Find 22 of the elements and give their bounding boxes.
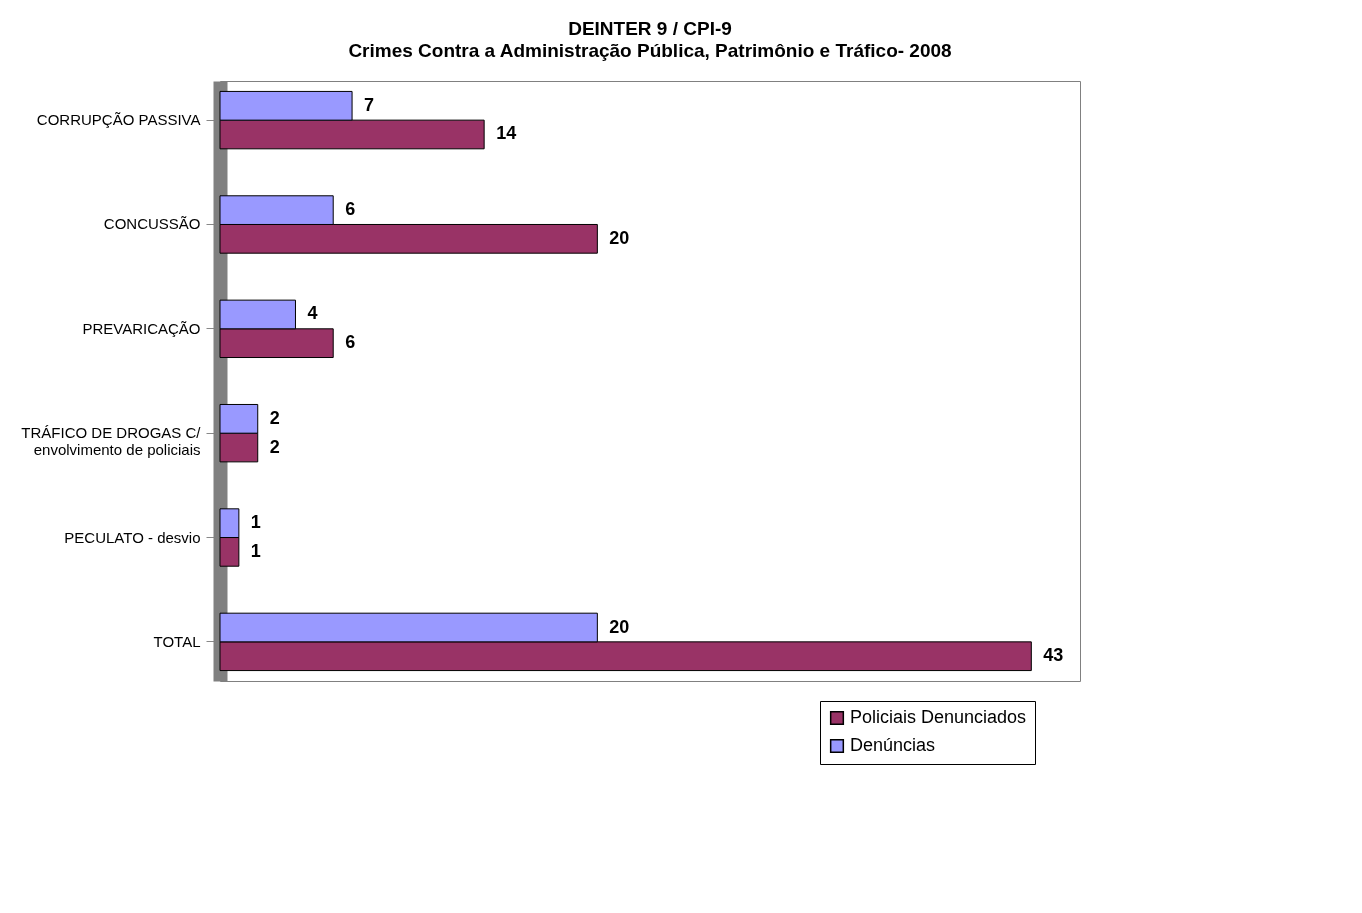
chart-title: DEINTER 9 / CPI-9: [568, 18, 732, 39]
data-label: 43: [1043, 645, 1064, 666]
chart-subtitle: Crimes Contra a Administração Pública, Patrimônio e Tráfico- 2008: [348, 40, 952, 61]
data-label: 1: [250, 540, 261, 561]
data-label: 2: [269, 436, 280, 457]
data-label: 2: [269, 407, 280, 428]
data-label: 7: [364, 94, 375, 115]
y-tick-label: CONCUSSÃO: [103, 215, 201, 233]
data-label: 20: [609, 227, 630, 248]
legend-label: Denúncias: [850, 735, 936, 755]
data-label: 6: [345, 199, 356, 220]
y-tick-label: PREVARICAÇÃO: [82, 319, 201, 337]
data-label: 6: [345, 332, 356, 353]
y-tick-label: TOTAL: [153, 632, 201, 650]
data-label: 4: [307, 303, 318, 324]
y-tick-label: PECULATO - desvio: [64, 528, 201, 546]
data-label: 20: [609, 616, 630, 637]
legend-label: Policiais Denunciados: [850, 707, 1027, 727]
data-label: 1: [250, 512, 261, 533]
data-label: 14: [496, 123, 517, 144]
y-tick-label: CORRUPÇÃO PASSIVA: [36, 111, 201, 129]
y-tick-label: TRÁFICO DE DROGAS C/ envolvimento de policiais: [21, 424, 202, 459]
